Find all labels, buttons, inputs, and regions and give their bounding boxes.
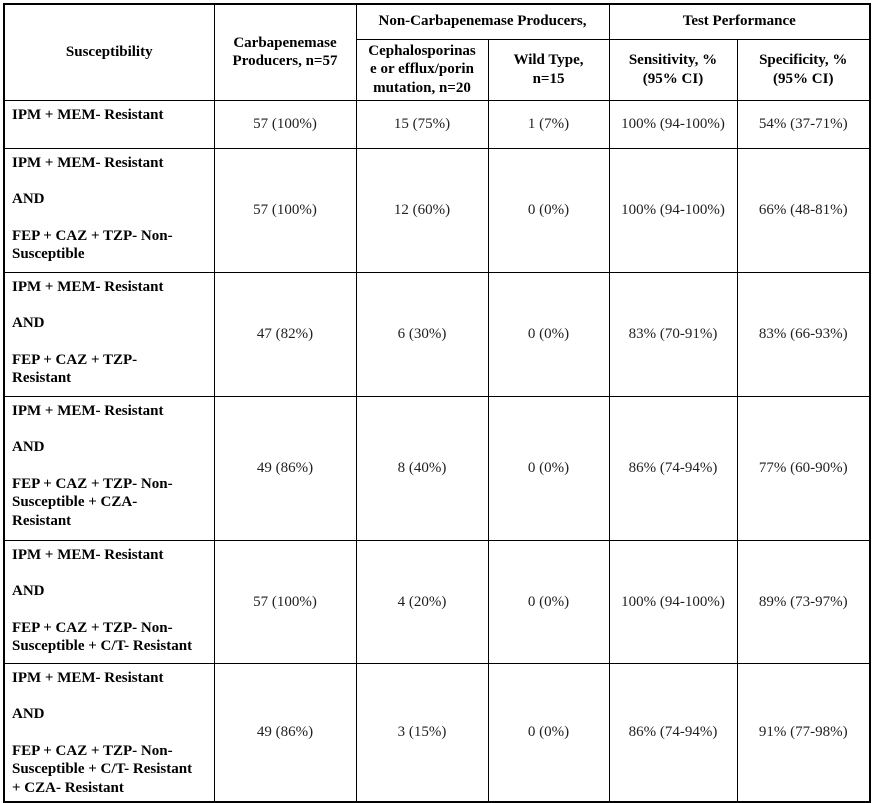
susceptibility-cell: IPM + MEM- Resistant AND FEP + CAZ + TZP… [3,147,215,273]
specificity-value-cell: 54% (37-71%) [736,99,871,149]
susceptibility-cell: IPM + MEM- Resistant AND FEP + CAZ + TZP… [3,662,215,803]
sensitivity-value-cell: 83% (70-91%) [608,271,738,397]
table-row: IPM + MEM- Resistant AND FEP + CAZ + TZP… [3,539,871,664]
cephalosporinase-value-cell: 12 (60%) [355,147,489,273]
wild-type-value-cell: 0 (0%) [487,662,610,803]
specificity-value-cell: 66% (48-81%) [736,147,871,273]
specificity-value-cell: 83% (66-93%) [736,271,871,397]
wild-type-value-cell: 0 (0%) [487,395,610,541]
header-row-subcolumns: Cephalosporinas e or efflux/porin mutati… [4,38,871,101]
susceptibility-results-table: Susceptibility Carbapenemase Producers, … [3,3,872,803]
header-row-groups: Susceptibility Carbapenemase Producers, … [3,3,871,101]
susceptibility-cell: IPM + MEM- Resistant AND FEP + CAZ + TZP… [3,271,215,397]
group-header-non-carbapenemase: Non-Carbapenemase Producers, [355,3,610,40]
susceptibility-cell: IPM + MEM- Resistant AND FEP + CAZ + TZP… [3,539,215,664]
cephalosporinase-value-cell: 6 (30%) [355,271,489,397]
col-header-susceptibility: Susceptibility [3,3,215,101]
col-header-cephalosporinase-mutation: Cephalosporinas e or efflux/porin mutati… [355,38,489,101]
wild-type-value-cell: 1 (7%) [487,99,610,149]
table-row: IPM + MEM- Resistant AND FEP + CAZ + TZP… [3,662,871,803]
group-header-test-performance: Test Performance [608,3,871,40]
wild-type-value-cell: 0 (0%) [487,271,610,397]
carbapenemase-value-cell: 57 (100%) [213,99,357,149]
table-header: Susceptibility Carbapenemase Producers, … [3,3,871,101]
table-row: IPM + MEM- Resistant AND FEP + CAZ + TZP… [3,395,871,541]
col-header-carbapenemase-producers: Carbapenemase Producers, n=57 [213,3,357,101]
col-header-wild-type: Wild Type, n=15 [487,38,610,101]
cephalosporinase-value-cell: 15 (75%) [355,99,489,149]
table-row: IPM + MEM- Resistant AND FEP + CAZ + TZP… [3,271,871,397]
table-body: IPM + MEM- Resistant 57 (100%) 15 (75%) … [3,99,871,803]
wild-type-value-cell: 0 (0%) [487,539,610,664]
sensitivity-value-cell: 86% (74-94%) [608,395,738,541]
sensitivity-value-cell: 100% (94-100%) [608,99,738,149]
carbapenemase-value-cell: 57 (100%) [213,539,357,664]
specificity-value-cell: 89% (73-97%) [736,539,871,664]
cephalosporinase-value-cell: 3 (15%) [355,662,489,803]
table-row: IPM + MEM- Resistant 57 (100%) 15 (75%) … [3,99,871,149]
susceptibility-cell: IPM + MEM- Resistant AND FEP + CAZ + TZP… [3,395,215,541]
col-header-specificity: Specificity, % (95% CI) [736,38,871,101]
sensitivity-value-cell: 100% (94-100%) [608,539,738,664]
sensitivity-value-cell: 100% (94-100%) [608,147,738,273]
col-header-sensitivity: Sensitivity, % (95% CI) [608,38,738,101]
carbapenemase-value-cell: 49 (86%) [213,395,357,541]
wild-type-value-cell: 0 (0%) [487,147,610,273]
cephalosporinase-value-cell: 4 (20%) [355,539,489,664]
sensitivity-value-cell: 86% (74-94%) [608,662,738,803]
cephalosporinase-value-cell: 8 (40%) [355,395,489,541]
table-row: IPM + MEM- Resistant AND FEP + CAZ + TZP… [3,147,871,273]
carbapenemase-value-cell: 47 (82%) [213,271,357,397]
specificity-value-cell: 91% (77-98%) [736,662,871,803]
carbapenemase-value-cell: 49 (86%) [213,662,357,803]
susceptibility-cell: IPM + MEM- Resistant [3,99,215,149]
carbapenemase-value-cell: 57 (100%) [213,147,357,273]
specificity-value-cell: 77% (60-90%) [736,395,871,541]
